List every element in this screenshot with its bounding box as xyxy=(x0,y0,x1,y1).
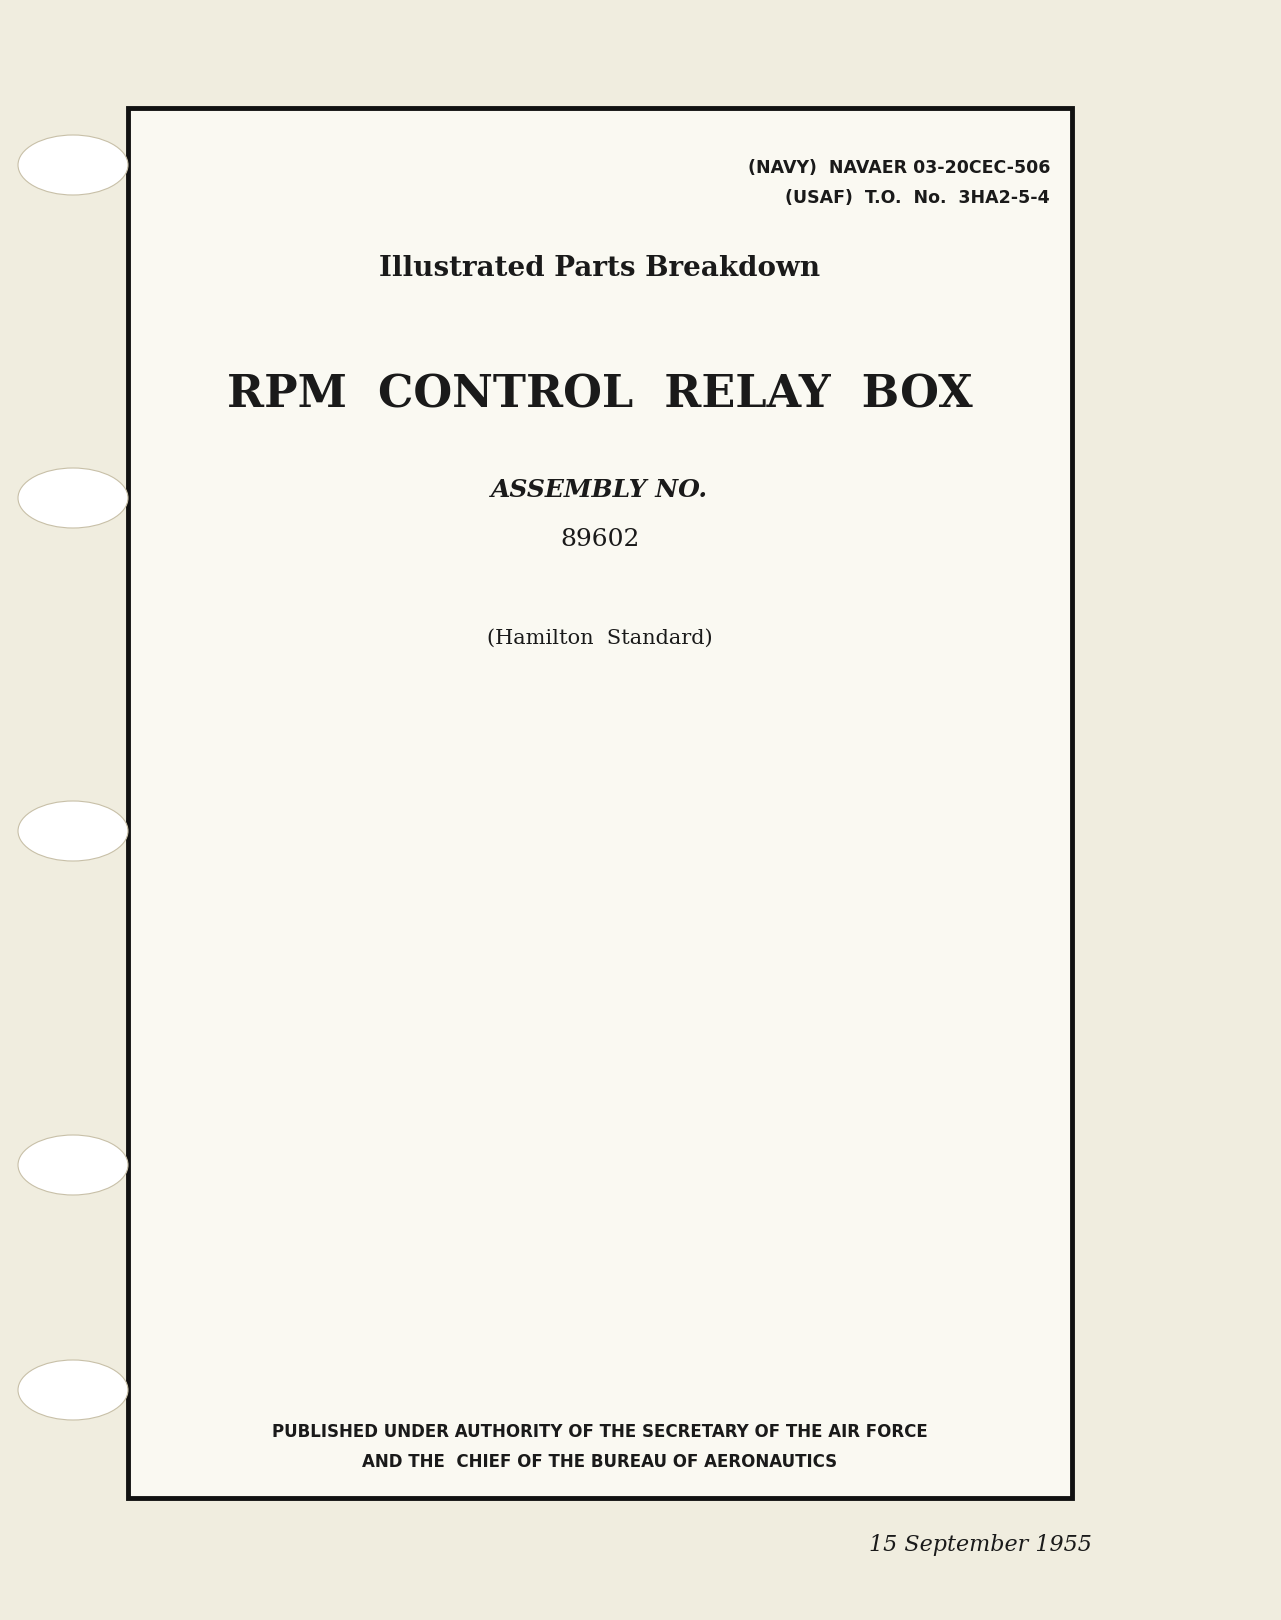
Ellipse shape xyxy=(18,1361,128,1421)
Ellipse shape xyxy=(18,134,128,194)
Text: 15 September 1955: 15 September 1955 xyxy=(869,1534,1091,1555)
Text: (NAVY)  NAVAER 03-20CEC-506: (NAVY) NAVAER 03-20CEC-506 xyxy=(748,159,1050,177)
Text: 89602: 89602 xyxy=(560,528,639,551)
Text: RPM  CONTROL  RELAY  BOX: RPM CONTROL RELAY BOX xyxy=(227,374,972,416)
Text: (USAF)  T.O.  No.  3HA2-5-4: (USAF) T.O. No. 3HA2-5-4 xyxy=(785,190,1050,207)
Text: Illustrated Parts Breakdown: Illustrated Parts Breakdown xyxy=(379,254,821,282)
Ellipse shape xyxy=(18,1136,128,1196)
Ellipse shape xyxy=(18,800,128,860)
Text: (Hamilton  Standard): (Hamilton Standard) xyxy=(487,629,712,648)
Text: ASSEMBLY NO.: ASSEMBLY NO. xyxy=(492,478,708,502)
Ellipse shape xyxy=(18,468,128,528)
Bar xyxy=(128,109,1072,1499)
Text: PUBLISHED UNDER AUTHORITY OF THE SECRETARY OF THE AIR FORCE: PUBLISHED UNDER AUTHORITY OF THE SECRETA… xyxy=(272,1422,927,1442)
Text: AND THE  CHIEF OF THE BUREAU OF AERONAUTICS: AND THE CHIEF OF THE BUREAU OF AERONAUTI… xyxy=(363,1453,838,1471)
